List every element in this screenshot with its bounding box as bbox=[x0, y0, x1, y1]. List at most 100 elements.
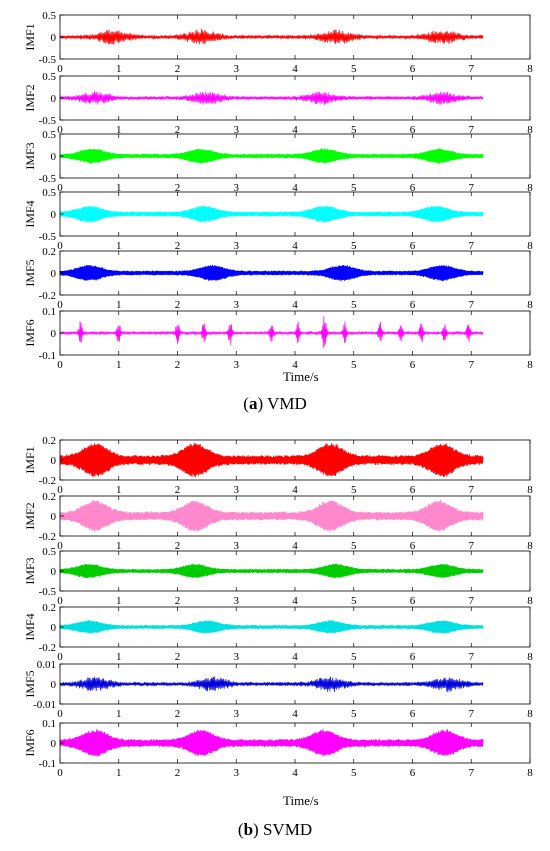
x-tick-label: 3 bbox=[234, 484, 240, 496]
x-tick-label: 3 bbox=[234, 63, 240, 75]
series-label-imf2: IMF2 bbox=[23, 502, 37, 529]
x-tick-label: 5 bbox=[351, 182, 357, 194]
x-tick-label: 1 bbox=[116, 63, 122, 75]
x-tick-label: 6 bbox=[410, 484, 416, 496]
series-label-imf5: IMF5 bbox=[23, 259, 37, 286]
x-tick-label: 4 bbox=[292, 182, 298, 194]
x-tick-label: 3 bbox=[234, 299, 240, 311]
x-tick-label: 2 bbox=[175, 124, 181, 136]
y-tick-label: 0.2 bbox=[42, 491, 56, 503]
x-tick-label: 5 bbox=[351, 359, 357, 371]
x-tick-label: 4 bbox=[292, 240, 298, 252]
x-tick-label: 5 bbox=[351, 299, 357, 311]
x-tick-label: 3 bbox=[234, 240, 240, 252]
x-tick-label: 7 bbox=[469, 651, 475, 663]
x-tick-label: 2 bbox=[175, 651, 181, 663]
series-label-imf2: IMF2 bbox=[23, 84, 37, 111]
x-tick-label: 0 bbox=[57, 708, 63, 720]
series-line-imf2 bbox=[59, 499, 484, 533]
x-tick-label: 0 bbox=[57, 484, 63, 496]
x-tick-label: 2 bbox=[175, 240, 181, 252]
x-tick-label: 0 bbox=[57, 595, 63, 607]
x-tick-label: 7 bbox=[469, 484, 475, 496]
x-tick-label: 5 bbox=[351, 540, 357, 552]
x-tick-label: 4 bbox=[292, 708, 298, 720]
x-tick-label: 8 bbox=[527, 708, 533, 720]
x-tick-label: 1 bbox=[116, 484, 122, 496]
x-tick-label: 4 bbox=[292, 767, 298, 779]
series-line-imf3 bbox=[59, 563, 484, 579]
x-tick-label: 6 bbox=[410, 240, 416, 252]
x-tick-label: 4 bbox=[292, 484, 298, 496]
x-tick-label: 8 bbox=[527, 359, 533, 371]
x-tick-label: 7 bbox=[469, 595, 475, 607]
x-tick-label: 6 bbox=[410, 182, 416, 194]
y-tick-label: 0.01 bbox=[37, 659, 56, 671]
x-tick-label: 2 bbox=[175, 299, 181, 311]
series-label-imf3: IMF3 bbox=[23, 557, 37, 584]
y-tick-label: 0.2 bbox=[42, 246, 56, 258]
x-tick-label: 5 bbox=[351, 240, 357, 252]
x-tick-label: 1 bbox=[116, 595, 122, 607]
y-tick-label: 0 bbox=[51, 566, 57, 578]
series-label-imf6: IMF6 bbox=[23, 729, 37, 756]
y-tick-label: -0.5 bbox=[39, 231, 57, 243]
x-tick-label: 2 bbox=[175, 708, 181, 720]
series-line-imf1 bbox=[59, 442, 484, 478]
x-tick-label: 3 bbox=[234, 182, 240, 194]
y-tick-label: 0 bbox=[51, 679, 57, 691]
x-tick-label: 6 bbox=[410, 540, 416, 552]
y-tick-label: -0.5 bbox=[39, 586, 57, 598]
caption-a-letter: a bbox=[248, 394, 258, 413]
y-tick-label: 0 bbox=[51, 209, 57, 221]
x-tick-label: 7 bbox=[469, 240, 475, 252]
x-tick-label: 6 bbox=[410, 359, 416, 371]
y-tick-label: -0.1 bbox=[39, 350, 56, 362]
y-tick-label: 0 bbox=[51, 622, 57, 634]
y-tick-label: 0 bbox=[51, 151, 57, 163]
series-label-imf5: IMF5 bbox=[23, 670, 37, 697]
x-tick-label: 5 bbox=[351, 708, 357, 720]
caption-b-letter: b bbox=[243, 820, 254, 839]
y-tick-label: -0.5 bbox=[39, 115, 57, 127]
x-axis-label: Time/s bbox=[283, 793, 319, 808]
x-tick-label: 7 bbox=[469, 540, 475, 552]
x-tick-label: 6 bbox=[410, 299, 416, 311]
series-line-imf6 bbox=[59, 315, 484, 349]
series-line-imf4 bbox=[59, 205, 484, 223]
x-tick-label: 4 bbox=[292, 359, 298, 371]
x-tick-label: 1 bbox=[116, 182, 122, 194]
x-tick-label: 2 bbox=[175, 63, 181, 75]
caption-a-text: VMD bbox=[267, 394, 307, 413]
x-tick-label: 8 bbox=[527, 540, 533, 552]
x-tick-label: 3 bbox=[234, 359, 240, 371]
x-tick-label: 7 bbox=[469, 182, 475, 194]
y-tick-label: 0.5 bbox=[42, 10, 56, 22]
x-tick-label: 3 bbox=[234, 708, 240, 720]
y-tick-label: -0.1 bbox=[39, 758, 56, 770]
x-tick-label: 7 bbox=[469, 63, 475, 75]
x-tick-label: 6 bbox=[410, 708, 416, 720]
y-tick-label: -0.2 bbox=[39, 475, 56, 487]
x-tick-label: 3 bbox=[234, 124, 240, 136]
series-line-imf1 bbox=[59, 28, 484, 45]
x-tick-label: 5 bbox=[351, 63, 357, 75]
x-tick-label: 6 bbox=[410, 124, 416, 136]
x-tick-label: 3 bbox=[234, 767, 240, 779]
x-axis-label: Time/s bbox=[283, 369, 319, 384]
x-tick-label: 1 bbox=[116, 651, 122, 663]
y-tick-label: 0.5 bbox=[42, 71, 56, 83]
x-tick-label: 5 bbox=[351, 484, 357, 496]
x-tick-label: 2 bbox=[175, 484, 181, 496]
y-tick-label: 0.5 bbox=[42, 129, 56, 141]
series-line-imf4 bbox=[59, 620, 484, 634]
series-line-imf6 bbox=[59, 729, 484, 757]
x-tick-label: 8 bbox=[527, 651, 533, 663]
y-tick-label: -0.2 bbox=[39, 290, 56, 302]
